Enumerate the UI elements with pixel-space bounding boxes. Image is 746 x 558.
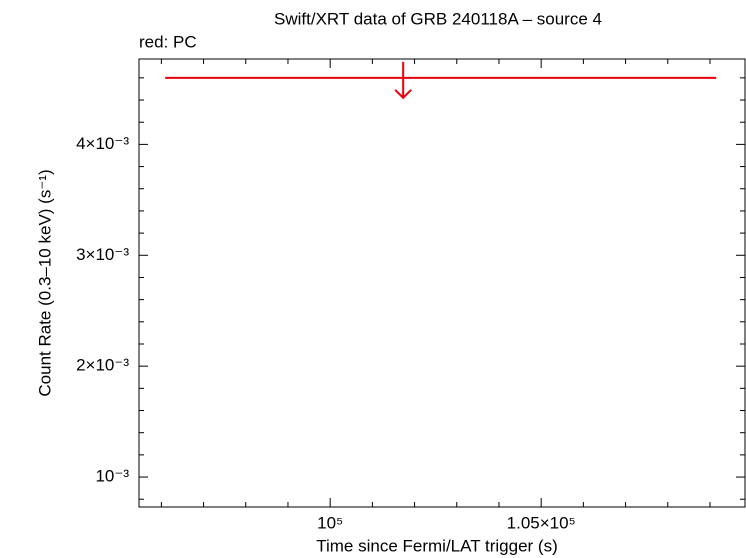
- chart-title: Swift/XRT data of GRB 240118A – source 4: [274, 9, 602, 28]
- legend-text: red: PC: [139, 32, 197, 51]
- y-tick-label: 2×10⁻³: [76, 356, 129, 375]
- y-tick-label: 3×10⁻³: [76, 245, 129, 264]
- y-tick-label: 4×10⁻³: [76, 134, 129, 153]
- x-axis-label: Time since Fermi/LAT trigger (s): [316, 536, 558, 555]
- x-tick-label: 1.05×10⁵: [507, 513, 576, 532]
- plot-frame: [138, 58, 746, 508]
- x-tick-label: 10⁵: [317, 513, 343, 532]
- y-axis-label: Count Rate (0.3–10 keV) (s⁻¹): [35, 169, 54, 396]
- upper-limit-arrow: [394, 61, 412, 100]
- y-tick-label: 10⁻³: [95, 467, 129, 486]
